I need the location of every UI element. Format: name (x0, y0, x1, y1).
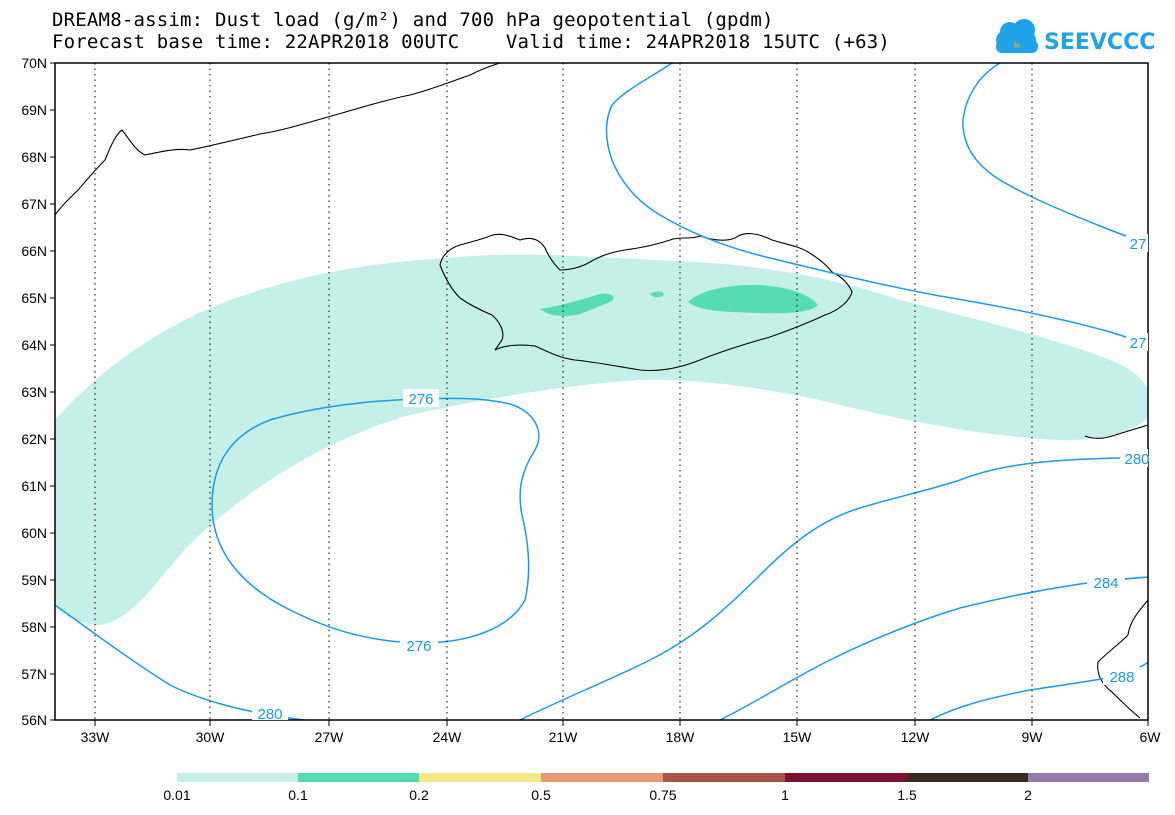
legend-swatch (419, 773, 541, 782)
lon-label: 24W (433, 729, 463, 745)
dust-area-mid (688, 284, 818, 314)
lon-ticks (94, 720, 1149, 726)
lat-label: 66N (21, 243, 47, 259)
lat-labels: 70N 69N 68N 67N 66N 65N 64N 63N 62N 61N … (21, 55, 47, 728)
legend-swatch (298, 773, 419, 782)
greenland-coast (55, 63, 501, 216)
lon-label: 33W (81, 729, 111, 745)
lon-labels: 33W 30W 27W 24W 21W 18W 15W 12W 9W 6W (81, 729, 1162, 745)
lat-label: 58N (21, 619, 47, 635)
contour-label: 280 (1124, 451, 1149, 468)
lon-label: 21W (549, 729, 579, 745)
dust-area-mid (540, 293, 614, 317)
contour-north-center (605, 63, 1148, 345)
lon-label: 18W (666, 729, 696, 745)
svg-text:»: » (1013, 38, 1021, 52)
lon-label: 6W (1140, 729, 1162, 745)
contour-label: 27 (1130, 335, 1147, 352)
lat-label: 63N (21, 384, 47, 400)
lat-label: 68N (21, 149, 47, 165)
legend-label: 0.1 (288, 787, 308, 803)
lat-label: 59N (21, 572, 47, 588)
legend-swatch (541, 773, 663, 782)
legend-label: 0.01 (163, 787, 190, 803)
lat-label: 57N (21, 666, 47, 682)
cloud-logo-icon: » (996, 19, 1038, 53)
logo-text: SEEVCCC (1044, 30, 1155, 55)
legend-swatch (907, 773, 1028, 782)
contour-north-east (962, 63, 1148, 245)
legend-label: 0.75 (649, 787, 676, 803)
lat-label: 60N (21, 525, 47, 541)
contour-label: 276 (406, 638, 431, 655)
seevccc-logo: » SEEVCCC (996, 19, 1155, 55)
contour-280-mid (519, 456, 1148, 720)
contour-label: 276 (408, 391, 433, 408)
dust-area-low (55, 254, 1148, 625)
forecast-times: Forecast base time: 22APR2018 00UTC Vali… (52, 31, 891, 53)
contour-284 (719, 576, 1148, 720)
lon-label: 9W (1022, 729, 1044, 745)
lat-ticks (50, 62, 55, 721)
lat-label: 56N (21, 712, 47, 728)
lat-label: 64N (21, 337, 47, 353)
color-legend: 0.01 0.1 0.2 0.5 0.75 1 1.5 2 (163, 773, 1149, 803)
lat-label: 61N (21, 478, 47, 494)
lon-label: 30W (196, 729, 226, 745)
map-title: DREAM8-assim: Dust load (g/m²) and 700 h… (52, 9, 774, 31)
legend-swatch (1028, 773, 1149, 782)
contour-label: 284 (1093, 575, 1118, 592)
legend-label: 0.5 (531, 787, 551, 803)
lon-label: 27W (315, 729, 345, 745)
legend-label: 1 (781, 787, 789, 803)
lon-label: 15W (783, 729, 813, 745)
lat-label: 70N (21, 55, 47, 71)
lat-label: 65N (21, 290, 47, 306)
legend-label: 0.2 (409, 787, 429, 803)
dust-area-mid (650, 291, 664, 298)
legend-swatch (785, 773, 907, 782)
contour-label: 27 (1130, 236, 1147, 253)
scotland-coast (1084, 424, 1148, 439)
lat-label: 69N (21, 102, 47, 118)
contour-label: 280 (257, 706, 282, 723)
contour-labels: 276 276 280 280 284 288 27 27 (252, 234, 1150, 723)
legend-swatch (177, 773, 298, 782)
lat-label: 67N (21, 196, 47, 212)
legend-label: 2 (1024, 787, 1032, 803)
legend-label: 1.5 (897, 787, 917, 803)
lat-label: 62N (21, 431, 47, 447)
legend-swatch (663, 773, 785, 782)
contour-label: 288 (1109, 669, 1134, 686)
lon-label: 12W (901, 729, 931, 745)
faroe-norway-coast (1097, 599, 1148, 719)
